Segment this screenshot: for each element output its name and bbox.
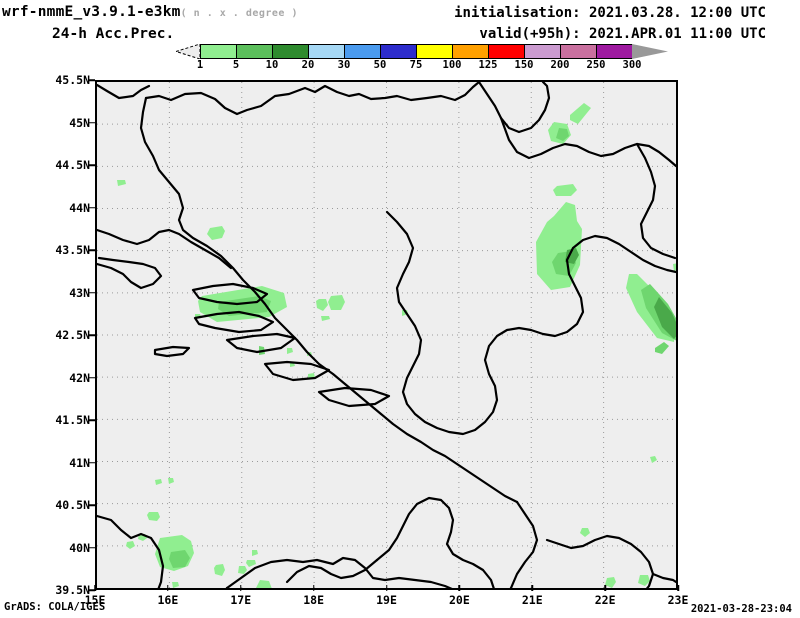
x-axis-label-19E: 19E bbox=[376, 593, 397, 607]
colorbar-high-tail bbox=[632, 44, 668, 59]
coastlines-and-borders bbox=[97, 82, 676, 588]
colorbar-segment-5 bbox=[380, 44, 416, 59]
y-axis-label-40N: 40N bbox=[69, 540, 90, 555]
y-axis-tick bbox=[89, 334, 95, 336]
model-dims-text: ( n . x . degree ) bbox=[180, 8, 298, 19]
y-axis-label-43N: 43N bbox=[69, 285, 90, 300]
colorbar-strip bbox=[176, 44, 668, 59]
y-axis-label-45.5N: 45.5N bbox=[55, 73, 90, 87]
precipitation-layer bbox=[117, 103, 676, 588]
initialisation-text: initialisation: 2021.03.28. 12:00 UTC bbox=[454, 5, 766, 21]
y-axis-label-44N: 44N bbox=[69, 200, 90, 215]
y-axis-tick bbox=[89, 164, 95, 166]
model-title: wrf-nmmE_v3.9.1-e3km( n . x . degree ) bbox=[2, 4, 298, 20]
x-axis-tick bbox=[677, 585, 679, 591]
y-axis-label-41N: 41N bbox=[69, 455, 90, 470]
x-axis-label-15E: 15E bbox=[84, 593, 106, 607]
colorbar-tick-150: 150 bbox=[514, 59, 534, 71]
colorbar-legend: 1 5 10 20 30 50 75 100 125 150 200 250 300 bbox=[176, 44, 668, 71]
colorbar-low-tail bbox=[176, 44, 200, 59]
y-axis-label-45N: 45N bbox=[69, 115, 90, 130]
x-axis-label-18E: 18E bbox=[303, 593, 325, 607]
colorbar-segment-0 bbox=[200, 44, 236, 59]
y-axis-tick bbox=[89, 291, 95, 294]
map-plot-area[interactable] bbox=[95, 80, 678, 590]
x-axis-label-23E: 23E bbox=[667, 593, 689, 607]
y-axis-tick bbox=[89, 376, 95, 379]
colorbar-tick-50: 50 bbox=[373, 59, 387, 71]
colorbar-tick-100: 100 bbox=[442, 59, 462, 71]
y-axis-label-39.5N: 39.5N bbox=[55, 583, 90, 597]
colorbar-segment-9 bbox=[524, 44, 560, 59]
x-axis-label-16E: 16E bbox=[157, 593, 179, 607]
x-axis-label-20E: 20E bbox=[448, 593, 470, 607]
x-axis-tick bbox=[167, 585, 169, 591]
x-axis-tick bbox=[458, 585, 461, 591]
y-axis-tick bbox=[89, 419, 95, 421]
footer-timestamp: 2021-03-28-23:04 bbox=[690, 603, 792, 615]
colorbar-tick-5: 5 bbox=[232, 59, 240, 71]
y-axis-label-43.5N: 43.5N bbox=[55, 243, 90, 257]
field-title: 24-h Acc.Prec. bbox=[52, 26, 175, 42]
x-axis-tick bbox=[385, 585, 388, 591]
y-axis-tick bbox=[89, 79, 95, 81]
footer-attribution: GrADS: COLA/IGES bbox=[4, 601, 106, 613]
colorbar-tick-75: 75 bbox=[409, 59, 423, 71]
x-axis-tick bbox=[531, 585, 533, 591]
y-axis-tick bbox=[89, 121, 95, 124]
map-canvas bbox=[97, 82, 676, 588]
colorbar-segment-6 bbox=[416, 44, 452, 59]
x-axis-tick bbox=[604, 585, 606, 591]
colorbar-tick-125: 125 bbox=[478, 59, 498, 71]
colorbar-segment-2 bbox=[272, 44, 308, 59]
colorbar-tick-200: 200 bbox=[550, 59, 570, 71]
colorbar-tick-10: 10 bbox=[265, 59, 279, 71]
colorbar-segment-7 bbox=[452, 44, 488, 59]
colorbar-tick-labels: 1 5 10 20 30 50 75 100 125 150 200 250 300 bbox=[176, 59, 668, 71]
y-axis-label-41.5N: 41.5N bbox=[55, 413, 90, 427]
colorbar-segment-8 bbox=[488, 44, 524, 59]
model-title-text: wrf-nmmE_v3.9.1-e3km bbox=[2, 4, 181, 20]
y-axis-label-42.5N: 42.5N bbox=[55, 328, 90, 342]
x-axis-label-21E: 21E bbox=[521, 593, 543, 607]
y-axis-label-42N: 42N bbox=[69, 370, 90, 385]
colorbar-tick-300: 300 bbox=[622, 59, 642, 71]
y-axis-tick bbox=[89, 546, 95, 549]
x-axis-label-17E: 17E bbox=[230, 593, 252, 607]
y-axis-label-40.5N: 40.5N bbox=[55, 498, 90, 512]
y-axis-tick bbox=[89, 504, 95, 506]
colorbar-tick-20: 20 bbox=[301, 59, 315, 71]
colorbar-segment-4 bbox=[344, 44, 380, 59]
y-axis-tick bbox=[89, 249, 95, 251]
colorbar-tick-250: 250 bbox=[586, 59, 606, 71]
x-axis-label-22E: 22E bbox=[594, 593, 616, 607]
colorbar-segment-1 bbox=[236, 44, 272, 59]
y-axis-label-44.5N: 44.5N bbox=[55, 158, 90, 172]
gridlines-group bbox=[97, 82, 676, 588]
y-axis-tick bbox=[89, 461, 95, 464]
colorbar-segment-11 bbox=[596, 44, 632, 59]
y-axis-tick bbox=[89, 206, 95, 209]
colorbar-tick-30: 30 bbox=[337, 59, 351, 71]
colorbar-tick-1: 1 bbox=[196, 59, 204, 71]
colorbar-segment-3 bbox=[308, 44, 344, 59]
colorbar-segment-10 bbox=[560, 44, 596, 59]
x-axis-tick bbox=[94, 585, 96, 591]
x-axis-tick bbox=[312, 585, 315, 591]
x-axis-tick bbox=[240, 585, 242, 591]
y-axis-tick bbox=[89, 589, 95, 591]
header-bar: wrf-nmmE_v3.9.1-e3km( n . x . degree ) 2… bbox=[0, 0, 800, 72]
valid-time-text: valid(+95h): 2021.APR.01 11:00 UTC bbox=[479, 26, 766, 42]
